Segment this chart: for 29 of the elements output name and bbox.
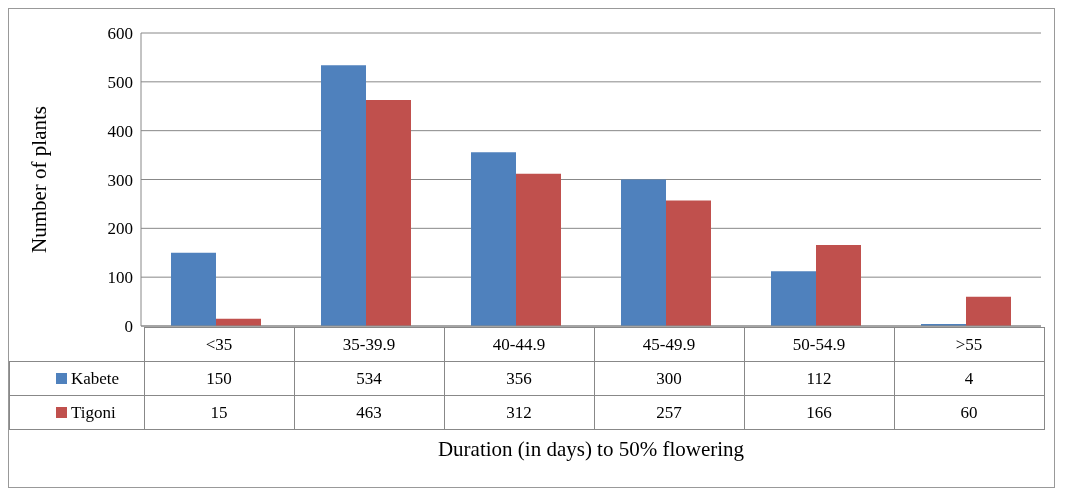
data-label: 356: [444, 361, 594, 396]
legend-label: Tigoni: [9, 395, 144, 430]
x-tick-label: 50-54.9: [744, 327, 894, 362]
y-tick-label: 400: [107, 121, 133, 141]
x-axis-title: Duration (in days) to 50% flowering: [436, 437, 746, 462]
data-label: 463: [294, 395, 444, 430]
y-tick-label: 100: [107, 268, 133, 288]
data-label: 60: [894, 395, 1044, 430]
data-label: 4: [894, 361, 1044, 396]
data-label: 257: [594, 395, 744, 430]
data-label: 300: [594, 361, 744, 396]
data-label: 150: [144, 361, 294, 396]
data-label: 166: [744, 395, 894, 430]
y-tick-label: 0: [124, 317, 133, 337]
x-tick-label: >55: [894, 327, 1044, 362]
data-label: 312: [444, 395, 594, 430]
y-tick-label: 600: [107, 24, 133, 44]
y-tick-label: 300: [107, 170, 133, 190]
data-label: 534: [294, 361, 444, 396]
y-tick-label: 200: [107, 219, 133, 239]
x-tick-label: 35-39.9: [294, 327, 444, 362]
x-tick-label: 40-44.9: [444, 327, 594, 362]
y-axis-title: Number of plants: [27, 106, 52, 253]
x-tick-label: 45-49.9: [594, 327, 744, 362]
data-label: 15: [144, 395, 294, 430]
legend-label: Kabete: [9, 361, 144, 396]
data-label: 112: [744, 361, 894, 396]
x-tick-label: <35: [144, 327, 294, 362]
y-tick-label: 500: [107, 72, 133, 92]
